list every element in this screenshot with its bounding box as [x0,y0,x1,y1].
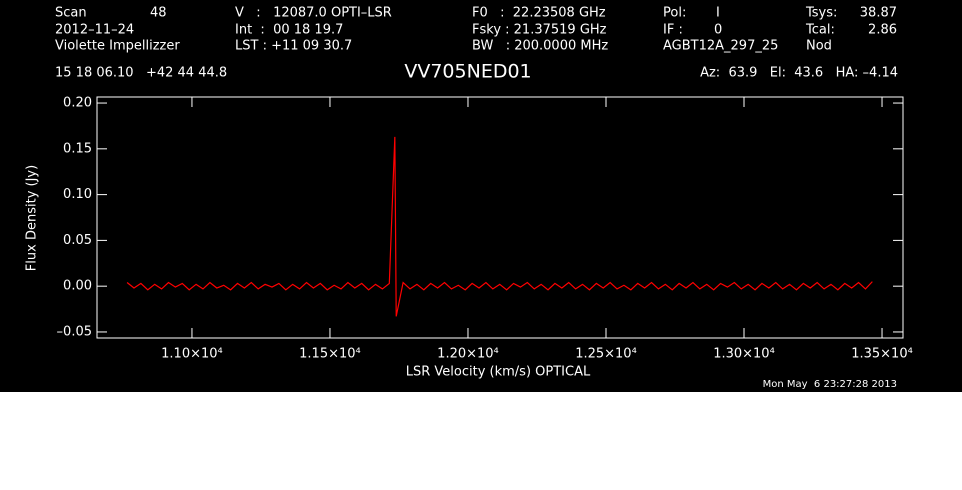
y-tick-label: 0.15 [63,141,92,156]
x-tick-label: 1.15×10⁴ [299,347,361,362]
x-tick-label: 1.35×10⁴ [851,347,913,362]
y-tick-label: 0.00 [63,279,92,294]
header-cell: Fsky : 21.37519 GHz [472,23,607,38]
header-cell: 2.86 [868,23,897,38]
x-tick-label: 1.10×10⁴ [161,347,223,362]
header-cell: 48 [150,6,167,21]
header-cell: Int : 00 18 19.7 [235,23,343,38]
header-cell: Tsys: [805,6,837,21]
header-cell: Pol: [663,6,686,21]
plot-frame [96,96,904,339]
header-cell: AGBT12A_297_25 [663,39,778,54]
y-tick-label: –0.05 [57,324,92,339]
header-cell: 0 [714,23,722,38]
header-cell: Tcal: [805,23,835,38]
header-cell: LST : +11 09 30.7 [235,39,352,54]
header-cell: Scan [55,6,87,21]
y-axis-label: Flux Density (Jy) [25,165,40,271]
y-tick-label: 0.05 [63,233,92,248]
chart-title: VV705NED01 [404,61,531,83]
header-cell: F0 : 22.23508 GHz [472,6,606,21]
position: 15 18 06.10 +42 44 44.8 [55,66,227,81]
x-tick-label: 1.30×10⁴ [713,347,775,362]
header-cell: Nod [806,39,832,54]
header-cell: IF : [663,23,683,38]
header-cell: 2012–11–24 [55,23,134,38]
x-tick-label: 1.20×10⁴ [437,347,499,362]
spectrum-line [126,136,873,317]
header-cell: V : 12087.0 OPTI–LSR [235,6,392,21]
header-cell: 38.87 [860,6,897,21]
y-tick-label: 0.20 [63,96,92,111]
header-cell: BW : 200.0000 MHz [472,39,608,54]
x-axis-label: LSR Velocity (km/s) OPTICAL [406,365,591,380]
y-tick-label: 0.10 [63,187,92,202]
x-tick-label: 1.25×10⁴ [575,347,637,362]
header-cell: I [716,6,720,21]
header-cell: Violette Impellizzer [55,39,180,54]
pointing: Az: 63.9 El: 43.6 HA: –4.14 [700,66,898,81]
timestamp: Mon May 6 23:27:28 2013 [763,379,897,390]
background [0,0,962,392]
